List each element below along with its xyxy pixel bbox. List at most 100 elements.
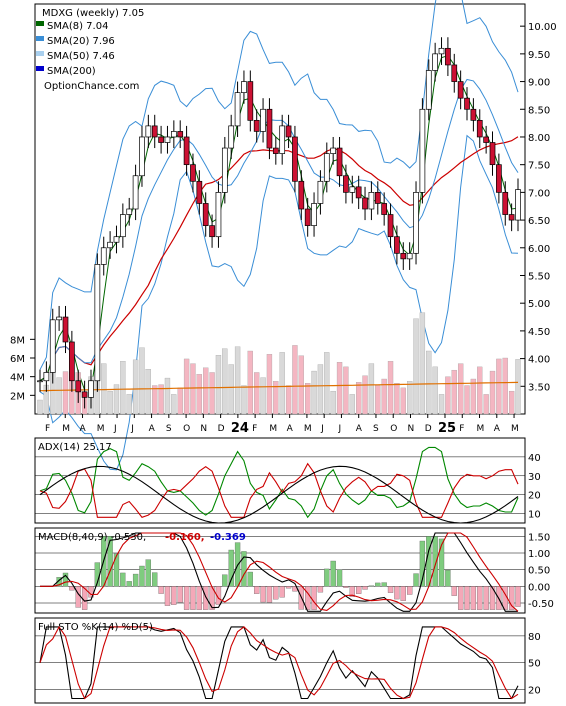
candle-body: [292, 136, 298, 182]
price-tick-label: 5.50: [528, 271, 550, 282]
volume-bar: [222, 348, 228, 415]
candle-body: [100, 247, 107, 265]
candle-body: [75, 380, 82, 393]
candle-body: [177, 131, 184, 138]
sma50-line: [39, 136, 519, 382]
macd-hist-bar: [107, 536, 113, 587]
volume-bar: [107, 390, 113, 415]
volume-bar: [394, 383, 400, 415]
candle-body: [113, 236, 120, 243]
volume-tick-label: 2M: [10, 391, 25, 402]
macd-hist-bar: [432, 536, 438, 587]
macd-hist-bar: [483, 586, 489, 610]
volume-bar: [483, 394, 489, 415]
macd-hist-bar: [400, 586, 406, 601]
candle-body: [190, 164, 196, 182]
adx-panel: 40 30 20 10 ADX(14) 25.17: [34, 437, 541, 524]
price-tick-label: 6.00: [528, 244, 550, 255]
volume-bar: [101, 363, 107, 415]
panel-tick-label: 40: [528, 453, 541, 464]
candle-body: [496, 164, 502, 193]
candle-body: [476, 120, 483, 138]
watermark: OptionChance.com: [44, 81, 139, 92]
macd-hist-bar: [190, 586, 196, 610]
macd-hist-bar: [368, 585, 375, 587]
adx-plus-di-line: [39, 446, 519, 519]
macd-hist-bar: [356, 586, 362, 594]
price-panel: 10.00 9.50 9.00 8.50 8.00 7.50 7.00 6.50 6.00 5.5…: [10, 0, 557, 471]
x-tick-label: A: [80, 424, 87, 434]
candle-body: [323, 153, 330, 182]
macd-hist-bar: [387, 586, 394, 593]
volume-bar: [311, 370, 317, 415]
macd-hist-bar: [215, 586, 222, 605]
candle-body: [489, 142, 496, 166]
volume-bar: [279, 352, 285, 415]
volume-bar: [419, 312, 426, 415]
volume-bar: [400, 387, 406, 415]
x-tick-label: A: [494, 424, 501, 434]
volume-bar: [126, 394, 132, 415]
volume-bar: [432, 366, 438, 415]
x-tick-label: A: [356, 424, 363, 434]
macd-hist-value: -0.369: [210, 532, 246, 543]
volume-tick-label: 8M: [10, 335, 25, 346]
legend-swatch-sma20: [36, 36, 44, 41]
volume-bar: [273, 381, 279, 415]
panel-tick-label: 20: [528, 491, 541, 502]
candle-body: [62, 316, 69, 343]
macd-hist-bar: [470, 586, 477, 610]
x-tick-label: D: [425, 424, 432, 434]
volume-bar: [215, 355, 222, 415]
volume-bar: [266, 354, 273, 415]
price-title: MDXG (weekly) 7.05: [42, 8, 144, 19]
volume-bar: [209, 372, 215, 415]
price-tick-label: 4.50: [528, 327, 550, 338]
price-tick-label: 4.00: [528, 355, 550, 366]
candle-body: [419, 108, 426, 193]
candle-body: [151, 125, 158, 138]
macd-hist-bar: [407, 586, 413, 595]
macd-hist-bar: [336, 569, 343, 587]
candle-body: [368, 192, 375, 210]
volume-tick-label: 4M: [10, 373, 25, 384]
candle-body: [508, 214, 515, 221]
candle-body: [413, 192, 419, 254]
x-tick-label: 24: [231, 421, 249, 436]
bollinger-upper: [39, 0, 519, 370]
sma8-line: [39, 55, 519, 391]
candle-body: [515, 189, 521, 221]
candle-body: [170, 131, 177, 138]
volume-bar: [152, 385, 158, 415]
x-tick-label: O: [390, 424, 397, 434]
macd-hist-bar: [508, 586, 515, 610]
x-axis-labels: F M A M J J A S O N D 24 F M A M J J A S O N D 25 F M A M: [45, 414, 519, 436]
panel-tick-label: -0.50: [528, 599, 554, 610]
macd-hist-bar: [394, 586, 400, 600]
macd-hist-bar: [75, 586, 81, 608]
volume-bar: [305, 383, 311, 415]
candle-body: [470, 108, 477, 121]
macd-hist-bar: [438, 538, 445, 587]
candle-body: [400, 252, 407, 260]
macd-hist-bar: [222, 574, 228, 587]
volume-bar: [120, 361, 126, 415]
candle-body: [120, 214, 126, 238]
macd-hist-bar: [164, 586, 171, 606]
sma20-line: [39, 78, 519, 382]
candle-body: [260, 108, 266, 132]
candle-body: [483, 136, 489, 143]
x-tick-label: M: [304, 424, 312, 434]
macd-hist-bar: [266, 586, 273, 603]
x-tick-label: J: [337, 424, 341, 434]
x-tick-label: F: [252, 424, 257, 434]
volume-ma-line: [39, 381, 519, 392]
volume-bar: [171, 394, 177, 415]
candle-body: [43, 372, 50, 382]
legend-swatch-sma200: [36, 66, 44, 71]
price-tick-label: 9.00: [528, 78, 550, 89]
price-tick-label: 8.50: [528, 105, 550, 116]
price-tick-label: 9.50: [528, 50, 550, 61]
candle-body: [88, 380, 94, 398]
volume-bar: [451, 369, 457, 415]
